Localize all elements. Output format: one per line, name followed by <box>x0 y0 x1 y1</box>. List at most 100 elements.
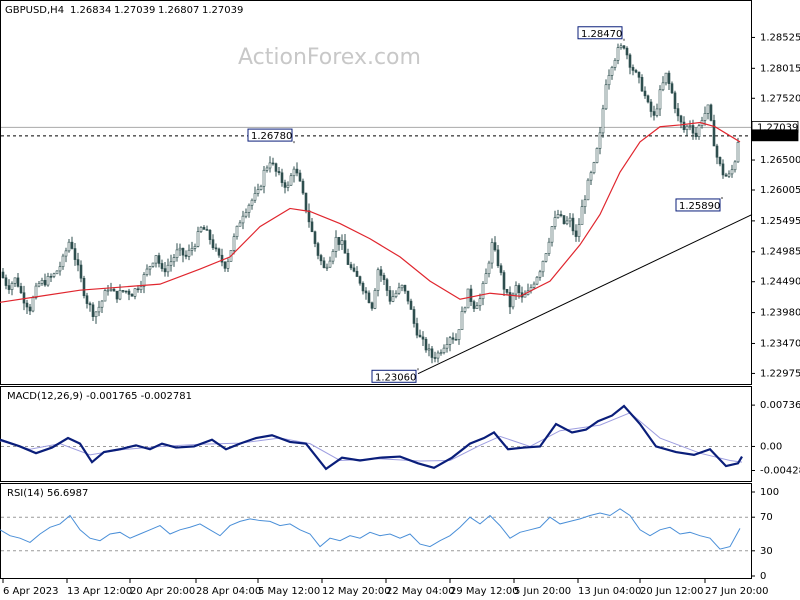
candle-body <box>304 192 308 211</box>
candle-body <box>352 267 356 272</box>
candle-body <box>43 280 47 286</box>
candle-body <box>697 125 701 137</box>
candle-body <box>616 47 620 61</box>
candle-body <box>85 295 89 304</box>
candle-body <box>34 285 38 299</box>
price-tick-label: 1.28525 <box>760 32 800 43</box>
rsi-panel-frame <box>0 483 752 579</box>
x-tick-label: 5 May 12:00 <box>258 586 320 597</box>
candle-body <box>451 337 455 340</box>
macd-tick-label: 0.00 <box>760 441 782 452</box>
candle-body <box>10 283 14 290</box>
candle-body <box>292 168 296 177</box>
candle-body <box>169 261 173 266</box>
candle-body <box>100 300 104 308</box>
candle-body <box>556 214 560 218</box>
macd-title: MACD(12,26,9) -0.001765 -0.002781 <box>7 391 192 402</box>
macd-line <box>0 404 743 471</box>
candle-body <box>424 338 428 351</box>
candle-body <box>208 229 212 240</box>
candle-body <box>313 231 317 244</box>
candle-body <box>268 162 272 169</box>
candle-body <box>298 172 302 182</box>
candle-body <box>259 185 263 190</box>
candle-body <box>523 294 527 298</box>
candle-body <box>226 260 230 269</box>
candle-body <box>634 70 638 73</box>
candle-body <box>82 277 86 297</box>
candle-body <box>538 271 542 278</box>
candle-body <box>184 254 188 257</box>
candle-body <box>667 72 671 84</box>
candle-body <box>214 247 218 250</box>
candle-body <box>502 272 506 290</box>
price-tick-label: 1.26500 <box>760 155 800 166</box>
candle-body <box>247 204 251 213</box>
candle-body <box>235 225 239 237</box>
candle-body <box>559 214 563 216</box>
candle-body <box>367 292 371 304</box>
candle-body <box>193 246 197 249</box>
candle-body <box>736 142 740 163</box>
candle-body <box>190 247 194 251</box>
price-tick-label: 1.24490 <box>760 277 800 288</box>
candle-body <box>583 199 587 208</box>
candle-body <box>655 108 659 116</box>
symbol-label: GBPUSD,H4 <box>5 5 64 16</box>
x-tick-label: 27 Jun 20:00 <box>705 586 769 597</box>
candle-body <box>319 255 323 262</box>
candle-body <box>514 285 518 295</box>
candle-body <box>496 249 500 266</box>
candle-body <box>277 171 281 174</box>
x-tick-label: 29 May 12:00 <box>450 586 519 597</box>
candle-body <box>412 309 416 324</box>
candle-body <box>196 231 200 247</box>
candle-body <box>325 266 329 269</box>
x-tick-label: 28 Apr 04:00 <box>196 586 261 597</box>
ohlc-close: 1.27039 <box>202 5 243 16</box>
candle-body <box>592 162 596 174</box>
annotation-label: 1.25890 <box>679 201 720 212</box>
candle-body <box>79 264 83 279</box>
candle-body <box>679 115 683 123</box>
candle-body <box>349 264 353 269</box>
moving-average-line <box>0 121 741 303</box>
candle-body <box>643 90 647 97</box>
candle-body <box>550 226 554 243</box>
candle-body <box>337 236 341 245</box>
x-tick-label: 20 Jun 12:00 <box>640 586 704 597</box>
ohlc-open: 1.26834 <box>70 5 111 16</box>
candle-body <box>232 236 236 251</box>
candle-body <box>553 217 557 227</box>
rsi-tick-label: 100 <box>760 487 779 498</box>
annotation-label: 1.28470 <box>581 29 622 40</box>
x-tick-label: 12 May 20:00 <box>322 586 391 597</box>
candle-body <box>484 273 488 284</box>
candle-body <box>238 222 242 227</box>
ohlc-high: 1.27039 <box>114 5 155 16</box>
candle-body <box>490 242 494 264</box>
candle-body <box>31 297 35 312</box>
candle-body <box>652 111 656 116</box>
candle-body <box>394 292 398 297</box>
candle-body <box>574 230 578 237</box>
candle-body <box>217 248 221 256</box>
candle-body <box>607 75 611 86</box>
candle-body <box>28 306 32 312</box>
candle-body <box>436 352 440 359</box>
candle-body <box>25 302 29 308</box>
candle-body <box>328 260 332 268</box>
candle-body <box>637 71 641 78</box>
price-tick-label: 1.25495 <box>760 216 800 227</box>
candle-body <box>427 348 431 351</box>
candle-body <box>466 288 470 309</box>
candle-body <box>274 163 278 172</box>
candle-body <box>97 306 101 313</box>
candle-body <box>460 310 464 330</box>
candle-body <box>511 293 515 308</box>
candle-body <box>541 260 545 273</box>
candle-body <box>364 290 368 294</box>
candle-body <box>379 269 383 276</box>
candle-body <box>418 334 422 338</box>
candle-body <box>535 276 539 285</box>
